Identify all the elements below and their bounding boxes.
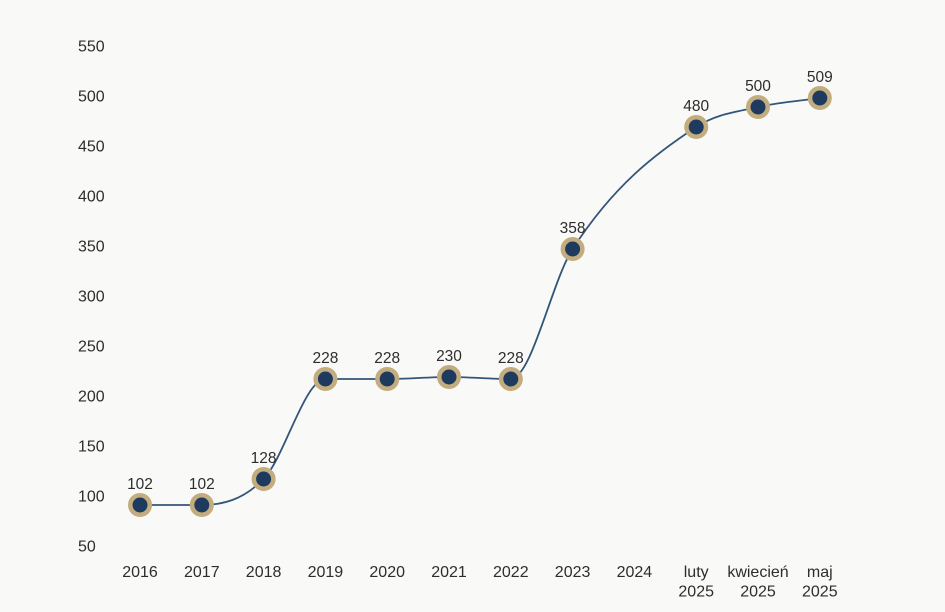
data-point-label: 509 (807, 69, 833, 86)
data-point-label: 102 (127, 476, 153, 493)
data-point-label: 230 (436, 348, 462, 365)
y-axis-tick-label: 550 (78, 39, 105, 56)
y-axis-tick-label: 100 (78, 489, 105, 506)
data-point-label: 128 (251, 450, 277, 467)
x-axis-tick-label: maj (807, 564, 833, 581)
x-axis-tick-label: 2018 (246, 564, 282, 581)
data-point-marker-2017 (189, 493, 214, 517)
x-axis-tick-label: 2022 (493, 564, 529, 581)
y-axis-tick-label: 300 (78, 289, 105, 306)
x-axis-tick-label: 2020 (369, 564, 405, 581)
y-axis-tick-label: 350 (78, 239, 105, 256)
data-point-marker-2019 (313, 367, 338, 391)
data-point-label: 480 (683, 98, 709, 115)
data-point-label: 358 (560, 220, 586, 237)
y-axis-tick-label: 500 (78, 89, 105, 106)
y-axis-tick-label: 250 (78, 339, 105, 356)
y-axis-tick-label: 400 (78, 189, 105, 206)
y-axis-tick-label: 150 (78, 439, 105, 456)
x-axis-tick-label: kwiecień (727, 564, 788, 581)
x-axis-tick-label: 2017 (184, 564, 220, 581)
data-point-label: 500 (745, 78, 771, 95)
data-point-marker-maj-2025 (807, 86, 832, 110)
x-axis-tick-sublabel: 2025 (678, 584, 714, 601)
data-point-label: 228 (498, 350, 524, 367)
data-point-marker-2023 (560, 237, 585, 261)
data-point-marker-2021 (437, 365, 461, 389)
data-point-label: 102 (189, 476, 215, 493)
x-axis-tick-label: 2024 (617, 564, 653, 581)
data-point-marker-2020 (375, 367, 400, 391)
y-axis-tick-label: 50 (78, 539, 96, 556)
data-point-label: 228 (374, 350, 400, 367)
trend-line (140, 97, 820, 506)
x-axis-tick-label: 2019 (308, 564, 344, 581)
x-axis-tick-sublabel: 2025 (740, 584, 776, 601)
y-axis-tick-label: 450 (78, 139, 105, 156)
y-axis-tick-label: 200 (78, 389, 105, 406)
data-point-marker-2018 (251, 467, 276, 491)
data-point-marker-luty-2025 (684, 115, 709, 139)
x-axis-tick-label: 2021 (431, 564, 467, 581)
x-axis-tick-label: 2023 (555, 564, 591, 581)
data-point-marker-2022 (498, 367, 523, 391)
data-point-label: 228 (312, 350, 338, 367)
data-point-marker-2016 (128, 493, 152, 517)
x-axis-tick-sublabel: 2025 (802, 584, 838, 601)
x-axis-tick-label: luty (684, 564, 709, 581)
data-point-marker-kwiecień-2025 (746, 95, 770, 119)
x-axis-tick-label: 2016 (122, 564, 158, 581)
